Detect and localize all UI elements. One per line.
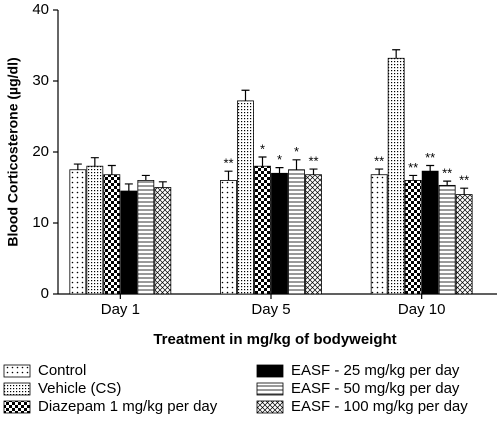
legend-label: EASF - 25 mg/kg per day: [291, 362, 460, 379]
bar: [438, 184, 456, 295]
legend-swatch: [256, 400, 284, 414]
bar: [120, 190, 138, 295]
error-bar: [73, 163, 82, 170]
bar: [387, 57, 405, 295]
legend-label: EASF - 100 mg/kg per day: [291, 398, 468, 415]
bar: [421, 170, 439, 295]
error-bar: [158, 181, 167, 188]
error-bar: [443, 180, 452, 186]
legend-swatch: [256, 364, 284, 378]
legend-label: EASF - 50 mg/kg per day: [291, 380, 460, 397]
error-bar: [107, 164, 116, 175]
error-bar: [124, 183, 133, 192]
bar: [137, 179, 155, 295]
error-bar: [141, 174, 150, 181]
legend-label: Diazepam 1 mg/kg per day: [38, 398, 218, 415]
bar: [254, 165, 271, 295]
legend-swatch: [3, 382, 31, 396]
significance-label: *: [260, 141, 265, 156]
error-bar: [275, 167, 284, 174]
bar: [305, 174, 322, 295]
bar: [455, 194, 473, 295]
y-tick-label: 30: [32, 72, 49, 89]
bar: [271, 172, 288, 295]
bar: [288, 169, 305, 295]
y-tick-label: 10: [32, 214, 49, 231]
bar: [69, 169, 87, 295]
error-bar: [90, 157, 99, 167]
bar: [154, 187, 172, 295]
bar: [404, 179, 422, 295]
significance-label: **: [408, 160, 418, 175]
error-bar: [409, 174, 418, 181]
significance-label: **: [442, 166, 452, 181]
error-bar: [392, 49, 401, 59]
error-bar: [224, 170, 233, 181]
legend-label: Vehicle (CS): [38, 380, 121, 397]
significance-label: *: [277, 152, 282, 167]
error-bar: [292, 159, 301, 170]
significance-label: **: [425, 150, 435, 165]
y-axis-title: Blood Corticosterone (µg/dl): [5, 57, 21, 246]
error-bar: [241, 89, 250, 101]
y-tick-label: 40: [32, 1, 49, 18]
legend-swatch: [3, 400, 31, 414]
significance-label: **: [223, 156, 233, 171]
legend-swatch: [3, 364, 31, 378]
x-tick-label: Day 10: [398, 301, 446, 318]
bar: [220, 179, 237, 295]
error-bar: [460, 187, 469, 195]
significance-label: *: [294, 144, 299, 159]
bar: [86, 165, 104, 295]
error-bar: [375, 168, 384, 175]
x-axis-title: Treatment in mg/kg of bodyweight: [153, 331, 396, 348]
significance-label: **: [374, 153, 384, 168]
legend-swatch: [256, 382, 284, 396]
bar: [103, 174, 121, 295]
significance-label: **: [308, 153, 318, 168]
error-bar: [258, 156, 267, 167]
bar: [237, 100, 254, 295]
x-tick-label: Day 5: [251, 301, 290, 318]
x-tick-label: Day 1: [101, 301, 140, 318]
y-tick-label: 0: [41, 285, 49, 302]
error-bar: [426, 164, 435, 172]
legend-label: Control: [38, 362, 86, 379]
significance-label: **: [459, 173, 469, 188]
error-bar: [309, 168, 318, 175]
bar: [370, 174, 388, 295]
y-tick-label: 20: [32, 143, 49, 160]
